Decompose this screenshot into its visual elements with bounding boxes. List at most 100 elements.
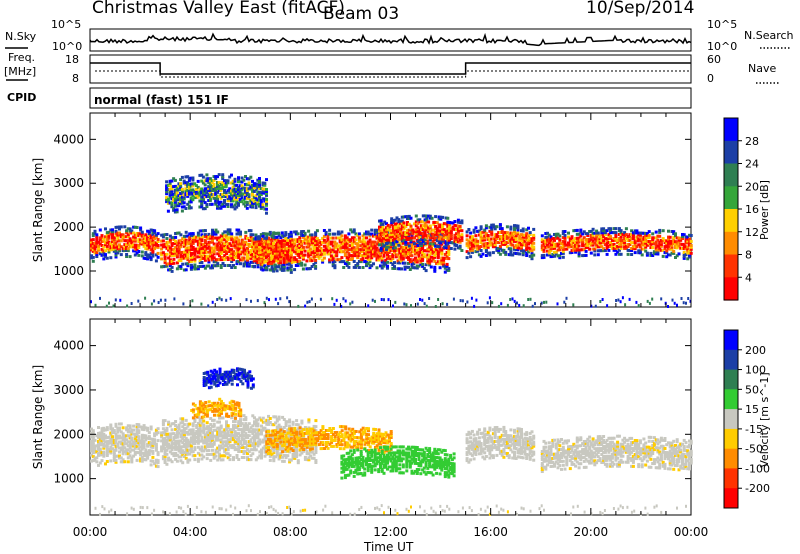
heatmap-cell	[242, 202, 246, 206]
heatmap-cell	[196, 235, 200, 239]
heatmap-cell	[549, 243, 553, 247]
heatmap-cell	[614, 244, 618, 248]
heatmap-cell	[156, 459, 160, 463]
heatmap-cell	[111, 427, 114, 431]
heatmap-cell	[203, 179, 207, 183]
heatmap-cell	[682, 251, 686, 254]
heatmap-cell	[470, 248, 474, 252]
heatmap-cell	[546, 243, 549, 247]
heatmap-cell	[370, 244, 374, 248]
heatmap-cell	[619, 242, 623, 246]
heatmap-cell	[149, 248, 153, 252]
heatmap-cell	[413, 242, 416, 246]
heatmap-cell	[273, 235, 277, 239]
heatmap-cell	[460, 219, 464, 223]
heatmap-cell	[500, 302, 503, 306]
heatmap-cell	[605, 239, 609, 243]
heatmap-cell	[207, 449, 211, 452]
heatmap-cell	[293, 238, 297, 242]
heatmap-cell	[593, 249, 597, 253]
heatmap-cell	[561, 232, 565, 236]
heatmap-cell	[395, 230, 399, 234]
heatmap-cell	[216, 252, 220, 256]
heatmap-cell	[581, 238, 585, 242]
heatmap-cell	[261, 234, 265, 238]
heatmap-cell	[90, 447, 93, 451]
heatmap-cell	[385, 242, 388, 245]
heatmap-cell	[219, 200, 223, 204]
heatmap-cell	[137, 246, 141, 249]
heatmap-cell	[574, 244, 578, 248]
heatmap-cell	[182, 302, 185, 306]
heatmap-cell	[179, 455, 183, 459]
heatmap-cell	[684, 239, 688, 243]
heatmap-cell	[679, 242, 683, 246]
heatmap-cell	[502, 242, 506, 246]
heatmap-cell	[123, 460, 127, 464]
heatmap-cell	[173, 204, 177, 208]
heatmap-cell	[200, 261, 204, 264]
heatmap-cell	[188, 242, 192, 246]
heatmap-cell	[95, 434, 99, 438]
heatmap-cell	[312, 255, 316, 259]
heatmap-cell	[279, 241, 283, 245]
heatmap-cell	[416, 240, 420, 244]
heatmap-cell	[235, 254, 239, 258]
heatmap-cell	[498, 225, 502, 229]
heatmap-cell	[254, 233, 258, 237]
heatmap-cell	[405, 255, 409, 259]
heatmap-cell	[356, 244, 360, 248]
heatmap-cell	[460, 235, 464, 239]
heatmap-cell	[147, 242, 151, 245]
heatmap-cell	[282, 243, 286, 247]
heatmap-cell	[412, 246, 416, 250]
heatmap-cell	[200, 251, 204, 255]
heatmap-cell	[361, 234, 365, 238]
heatmap-cell	[525, 248, 529, 251]
heatmap-cell	[445, 251, 449, 254]
heatmap-cell	[417, 250, 421, 254]
heatmap-cell	[509, 251, 513, 255]
heatmap-cell	[184, 181, 188, 185]
heatmap-cell	[154, 430, 158, 434]
heatmap-cell	[293, 230, 297, 234]
heatmap-cell	[558, 234, 562, 238]
heatmap-cell	[233, 177, 237, 181]
heatmap-cell	[156, 255, 160, 259]
heatmap-cell	[179, 447, 183, 451]
heatmap-cell	[667, 245, 670, 249]
heatmap-cell	[444, 240, 448, 244]
heatmap-cell	[345, 250, 349, 254]
heatmap-cell	[160, 253, 164, 257]
heatmap-cell	[421, 214, 425, 218]
heatmap-cell	[174, 249, 178, 253]
heatmap-cell	[251, 185, 254, 189]
heatmap-cell	[523, 249, 527, 253]
heatmap-cell	[200, 302, 203, 306]
heatmap-cell	[385, 228, 388, 232]
heatmap-cell	[342, 246, 346, 250]
heatmap-cell	[221, 238, 225, 242]
heatmap-cell	[133, 432, 137, 436]
heatmap-cell	[421, 236, 425, 240]
heatmap-cell	[112, 247, 116, 251]
heatmap-cell	[153, 432, 157, 436]
heatmap-cell	[560, 246, 563, 250]
heatmap-cell	[165, 438, 169, 442]
heatmap-cell	[427, 230, 431, 234]
heatmap-cell	[651, 232, 655, 236]
heatmap-cell	[239, 252, 242, 256]
heatmap-cell	[230, 191, 233, 195]
heatmap-cell	[226, 258, 230, 261]
heatmap-cell	[156, 461, 160, 465]
heatmap-cell	[409, 224, 413, 228]
heatmap-cell	[182, 242, 186, 246]
heatmap-cell	[542, 255, 546, 259]
heatmap-cell	[179, 243, 183, 247]
heatmap-cell	[221, 232, 225, 236]
heatmap-cell	[645, 243, 649, 247]
heatmap-cell	[440, 250, 444, 254]
heatmap-cell	[130, 243, 134, 247]
heatmap-cell	[132, 428, 136, 432]
heatmap-cell	[212, 264, 216, 268]
